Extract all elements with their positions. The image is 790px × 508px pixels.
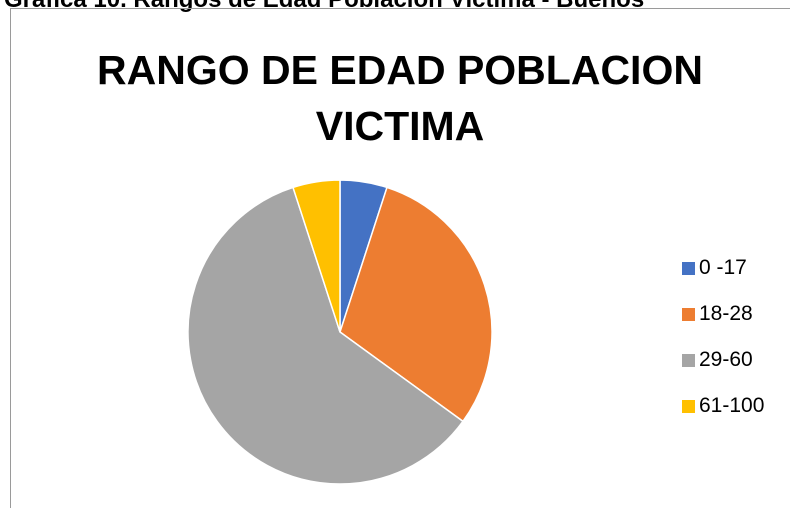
legend-item-61-100: 61-100 — [682, 383, 764, 429]
legend-item-29-60: 29-60 — [682, 337, 764, 383]
legend-label-29-60: 29-60 — [699, 348, 753, 371]
pie-slice-29-60 — [187, 186, 465, 485]
legend-label-0-17: 0 -17 — [699, 256, 747, 279]
legend-swatch-0-17 — [682, 261, 695, 275]
legend-item-18-28: 18-28 — [682, 291, 764, 337]
legend-swatch-29-60 — [682, 353, 695, 367]
legend-swatch-61-100 — [682, 399, 695, 413]
chart-frame — [10, 8, 790, 508]
chart-legend: 0 -17 18-28 29-60 61-100 — [682, 245, 764, 429]
legend-label-61-100: 61-100 — [699, 394, 765, 417]
chart-title: RANGO DE EDAD POBLACION VICTIMA — [50, 42, 750, 154]
legend-swatch-18-28 — [682, 307, 695, 321]
legend-item-0-17: 0 -17 — [682, 245, 764, 291]
pie-slice-61-100 — [292, 179, 341, 333]
chart-title-line-1: RANGO DE EDAD POBLACION — [97, 47, 703, 93]
document-caption: Gráfica 10. Rangos de Edad Población Víc… — [4, 0, 644, 14]
legend-label-18-28: 18-28 — [699, 302, 753, 325]
chart-title-line-2: VICTIMA — [315, 103, 485, 149]
pie-slice-18-28 — [339, 186, 493, 423]
